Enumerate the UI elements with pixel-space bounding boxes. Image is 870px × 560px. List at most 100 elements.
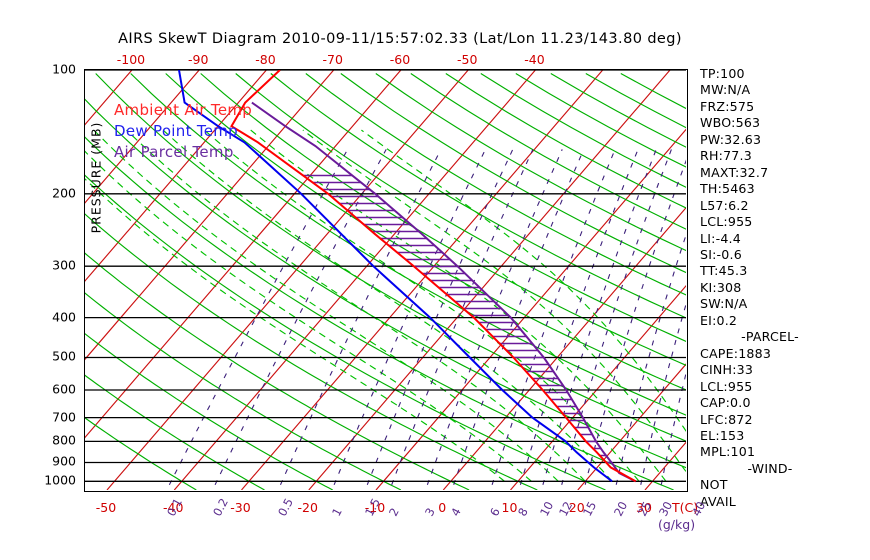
mixing-ratio-15 xyxy=(584,159,686,485)
stat-row: LI:-4.4 xyxy=(700,230,741,246)
dry-adiabat-110 xyxy=(305,73,686,296)
dewpoint-temp-curve xyxy=(178,70,613,483)
moist-adiabat-24 xyxy=(162,129,613,482)
bottom-temp-tick--20: -20 xyxy=(297,500,318,515)
moist-adiabat-28 xyxy=(203,129,640,482)
cape-hatching xyxy=(303,174,612,464)
mixing-ratio-25 xyxy=(640,302,686,485)
mixing-ratio-0.1 xyxy=(168,149,349,486)
isotherm--90 xyxy=(85,70,200,204)
mixing-ratio-tick-8: 8 xyxy=(514,505,531,519)
bottom-temp-tick--30: -30 xyxy=(230,500,251,515)
pressure-tick-500: 500 xyxy=(52,348,76,364)
stat-row: PW:32.63 xyxy=(700,131,762,147)
stat-row: WBO:563 xyxy=(700,115,761,131)
stat-row: MPL:101 xyxy=(700,444,756,460)
stat-row: LFC:872 xyxy=(700,411,753,427)
isotherm-10 xyxy=(510,285,686,490)
mixing-ratio-3 xyxy=(426,149,563,485)
pressure-tick-800: 800 xyxy=(52,432,76,448)
stat-row: CAP:0.0 xyxy=(700,395,751,411)
stat-row: FRZ:575 xyxy=(700,98,755,114)
moist-adiabat-40 xyxy=(361,129,686,432)
legend-ambient: Ambient Air Temp xyxy=(114,101,253,119)
isotherm--60 xyxy=(85,70,402,439)
mixing-ratio-tick-0.5: 0.5 xyxy=(275,495,296,519)
mixing-ratio-20 xyxy=(615,233,686,485)
dry-adiabat-180 xyxy=(550,73,686,148)
dry-adiabat-10 xyxy=(85,213,538,490)
stat-row: SW:N/A xyxy=(700,296,748,312)
moist-adiabat-20 xyxy=(126,129,586,482)
mixing-ratio-tick-0.2: 0.2 xyxy=(209,495,231,519)
bottom-temp-tick--10: -10 xyxy=(364,500,386,515)
isotherm-0 xyxy=(442,206,686,490)
stat-row: RH:77.3 xyxy=(700,148,752,164)
pressure-tick-700: 700 xyxy=(52,409,76,425)
stat-row: MAXT:32.7 xyxy=(700,164,769,180)
dry-adiabat-80 xyxy=(200,73,686,366)
dry-adiabat--20 xyxy=(85,333,333,490)
isotherm--40 xyxy=(173,70,536,490)
moist-adiabat-36 xyxy=(302,129,686,473)
stat-row: EL:153 xyxy=(700,427,745,443)
isotherm--30 xyxy=(241,70,604,490)
isotherm-20 xyxy=(577,363,686,490)
bottom-temp-tick--40: -40 xyxy=(163,500,184,515)
plot-area xyxy=(84,69,688,492)
dry-adiabat-50 xyxy=(95,73,686,442)
stat-row: AVAIL xyxy=(700,493,736,509)
dry-adiabat-40 xyxy=(85,98,686,469)
mixing-ratio-tick-10: 10 xyxy=(537,499,557,519)
isotherm--80 xyxy=(85,70,267,282)
stat-row: NOT xyxy=(700,477,728,493)
stat-row: -PARCEL- xyxy=(741,329,799,345)
parcel-temp-curve xyxy=(251,101,637,483)
mixing-ratio-tick-1: 1 xyxy=(328,505,345,519)
mixing-ratio-tick-4: 4 xyxy=(448,505,465,519)
top-temp-tick--50: -50 xyxy=(456,52,478,67)
ambient-temp-curve xyxy=(230,70,637,483)
sounding-stats-panel: TP:100 MW:N/A FRZ:575 WBO:563 PW:32.63 RH:77.… xyxy=(700,66,866,510)
isotherm--50 xyxy=(106,70,469,490)
skewt-canvas xyxy=(85,70,686,490)
dry-adiabat-150 xyxy=(445,73,686,209)
dry-adiabat-20 xyxy=(85,174,606,490)
top-temp-tick--70: -70 xyxy=(322,52,343,67)
dry-adiabat-130 xyxy=(375,73,686,252)
stat-row: TH:5463 xyxy=(700,181,755,197)
mixing-ratio-tick-6: 6 xyxy=(486,505,503,519)
dry-adiabat-190 xyxy=(585,72,686,129)
mixing-ratio-tick-3: 3 xyxy=(421,505,438,519)
pressure-tick-100: 100 xyxy=(52,61,76,77)
mixing-ratio-tick-2: 2 xyxy=(386,505,403,519)
bottom-temp-tick-30: 30 xyxy=(636,500,652,515)
bottom-temp-tick-20: 20 xyxy=(568,500,585,515)
bottom-temp-tick-10: 10 xyxy=(501,500,518,515)
dry-adiabat--40 xyxy=(85,417,197,490)
stat-row: L57:6.2 xyxy=(700,197,749,213)
stat-row: SI:-0.6 xyxy=(700,246,742,262)
y-axis-label: PRESSURE (MB) xyxy=(88,121,104,234)
dry-adiabat-100 xyxy=(270,73,686,319)
mixing-ratio-tick-20: 20 xyxy=(610,499,630,519)
dry-adiabat-160 xyxy=(480,73,686,188)
dry-adiabat-170 xyxy=(515,73,686,168)
dry-adiabat-90 xyxy=(235,73,686,342)
stat-row: CAPE:1883 xyxy=(700,345,772,361)
x-axis-label-temp: T(C) xyxy=(672,500,699,515)
moist-adiabat-12 xyxy=(85,150,532,482)
dry-adiabat--30 xyxy=(85,374,265,490)
moist-adiabat-8 xyxy=(85,178,505,482)
top-temp-tick--40: -40 xyxy=(524,52,545,67)
stat-row: LCL:955 xyxy=(700,214,753,230)
x-axis-label-mixing: (g/kg) xyxy=(658,517,696,532)
top-temp-tick--60: -60 xyxy=(389,52,411,67)
pressure-tick-600: 600 xyxy=(52,381,76,397)
stat-row: -WIND- xyxy=(747,460,793,476)
stat-row: CINH:33 xyxy=(700,362,754,378)
moist-adiabat-16 xyxy=(93,129,559,482)
legend-dewpoint: Dew Point Temp xyxy=(114,122,239,140)
stat-row: MW:N/A xyxy=(700,82,751,98)
stat-row: LCL:955 xyxy=(700,378,753,394)
